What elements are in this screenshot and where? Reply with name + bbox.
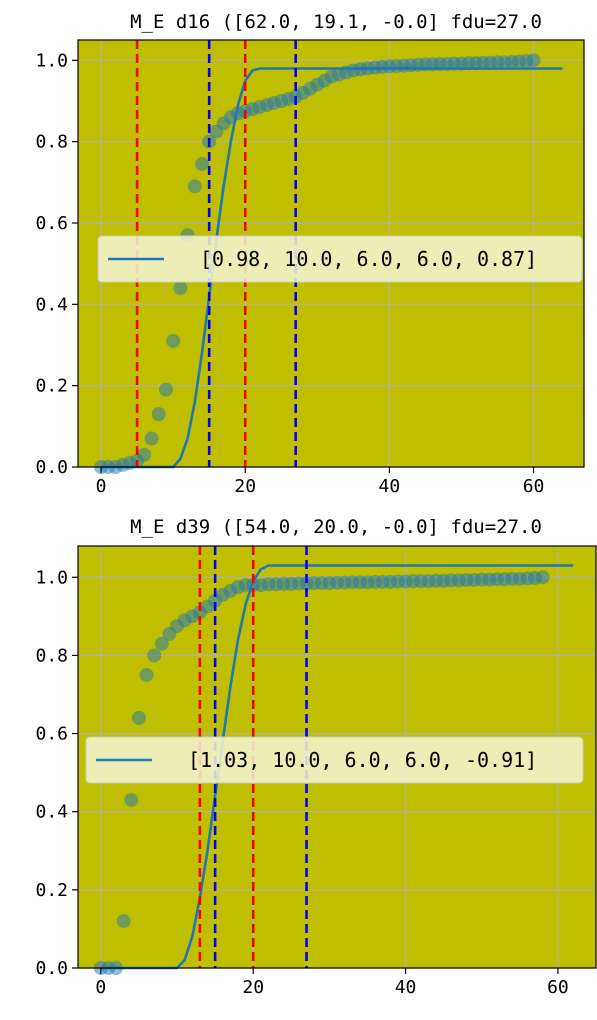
chart-bottom-y-tick-label-1: 0.2 xyxy=(35,880,68,901)
chart-top-y-tick-label-2: 0.4 xyxy=(35,294,68,315)
chart-top-point-10 xyxy=(166,333,181,348)
chart-top-point-8 xyxy=(151,407,166,422)
chart-bottom-y-tick-label-4: 0.8 xyxy=(35,645,68,666)
chart-bottom-point-8 xyxy=(154,636,169,651)
chart-bottom-y-tick-label-2: 0.4 xyxy=(35,802,68,823)
chart-top-x-tick-label-1: 20 xyxy=(234,476,256,497)
chart-top-y-axis: 0.0 0.2 0.4 0.6 0.8 1.0 xyxy=(35,50,78,478)
chart-bottom-scatter-series xyxy=(93,570,550,975)
chart-bottom-point-5 xyxy=(131,710,146,725)
chart-top-y-tick-label-3: 0.6 xyxy=(35,213,68,234)
chart-bottom-y-axis: 0.0 0.2 0.4 0.6 0.8 1.0 xyxy=(35,567,78,979)
chart-bottom-title: M_E d39 ([54.0, 20.0, -0.0] fdu=27.0 xyxy=(130,516,542,538)
chart-top-point-14 xyxy=(194,157,209,172)
chart-bottom-y-tick-label-0: 0.0 xyxy=(35,958,68,979)
chart-top: M_E d16 ([62.0, 19.1, -0.0] fdu=27.0 0 20… xyxy=(35,11,585,497)
chart-top-y-tick-label-4: 0.8 xyxy=(35,132,68,153)
chart-bottom-point-7 xyxy=(147,648,162,663)
chart-bottom-legend: [1.03, 10.0, 6.0, 6.0, -0.91] xyxy=(85,736,584,784)
chart-bottom-point-6 xyxy=(139,667,154,682)
chart-bottom-y-tick-label-3: 0.6 xyxy=(35,724,68,745)
chart-bottom-x-tick-label-2: 40 xyxy=(395,977,417,998)
chart-top-y-tick-label-0: 0.0 xyxy=(35,457,68,478)
chart-top-fit-line xyxy=(101,67,563,469)
chart-bottom-fit-line xyxy=(100,564,574,970)
chart-bottom-legend-label: [1.03, 10.0, 6.0, 6.0, -0.91] xyxy=(188,748,537,772)
chart-top-x-tick-label-2: 40 xyxy=(379,476,401,497)
chart-top-x-tick-label-3: 60 xyxy=(523,476,545,497)
chart-top-point-6 xyxy=(137,447,152,462)
chart-top-scatter-series xyxy=(94,53,541,474)
chart-top-point-13 xyxy=(187,179,202,194)
chart-bottom-x-tick-label-1: 20 xyxy=(242,977,264,998)
chart-top-legend: [0.98, 10.0, 6.0, 6.0, 0.87] xyxy=(97,235,583,283)
chart-bottom-legend-box xyxy=(85,736,584,784)
chart-top-axes-frame xyxy=(77,39,585,468)
chart-bottom-point-3 xyxy=(116,914,131,929)
chart-bottom-point-4 xyxy=(124,792,139,807)
chart-top-x-tick-label-0: 0 xyxy=(96,476,107,497)
chart-top-point-60 xyxy=(526,53,541,68)
chart-top-legend-box xyxy=(97,235,583,283)
chart-bottom-point-58 xyxy=(535,570,550,585)
chart-top-point-9 xyxy=(158,382,173,397)
chart-bottom-x-tick-label-3: 60 xyxy=(547,977,569,998)
chart-top-y-tick-label-5: 1.0 xyxy=(35,50,68,71)
chart-top-title: M_E d16 ([62.0, 19.1, -0.0] fdu=27.0 xyxy=(130,11,542,33)
chart-top-point-7 xyxy=(144,431,159,446)
chart-bottom: M_E d39 ([54.0, 20.0, -0.0] fdu=27.0 0 20… xyxy=(35,516,597,998)
chart-bottom-x-axis: 0 20 40 60 xyxy=(95,968,569,998)
chart-top-point-11 xyxy=(173,281,188,296)
chart-top-x-axis: 0 20 40 60 xyxy=(96,467,545,497)
chart-top-legend-label: [0.98, 10.0, 6.0, 6.0, 0.87] xyxy=(200,247,537,271)
chart-bottom-x-tick-label-0: 0 xyxy=(95,977,106,998)
chart-bottom-axes-frame xyxy=(77,545,597,969)
chart-bottom-y-tick-label-5: 1.0 xyxy=(35,567,68,588)
chart-top-y-tick-label-1: 0.2 xyxy=(35,376,68,397)
